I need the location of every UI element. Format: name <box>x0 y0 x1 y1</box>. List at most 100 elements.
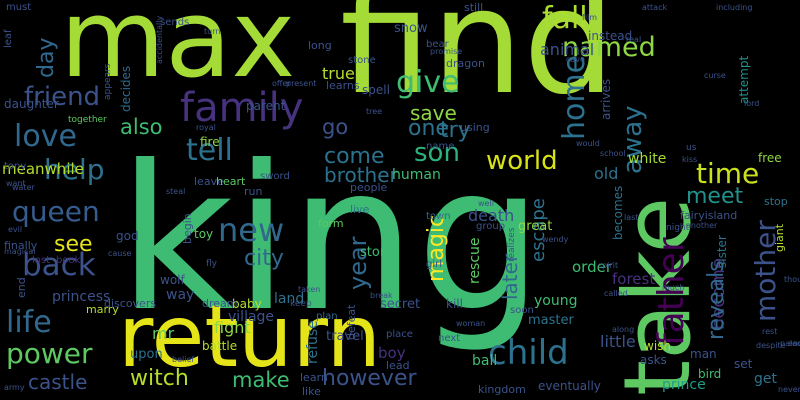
word-true: true <box>322 64 355 83</box>
word-still: still <box>464 1 484 14</box>
word-town: town <box>426 211 451 222</box>
word-white: white <box>628 151 667 167</box>
word-world: world <box>486 146 558 176</box>
word-woman: woman <box>456 319 486 328</box>
word-soon: soon <box>510 305 534 316</box>
word-fight: fight <box>214 318 251 337</box>
word-lost: lost <box>32 255 51 266</box>
word-accidentally: accidentally <box>155 15 164 64</box>
word-tony: tony <box>4 161 27 172</box>
word-max: max <box>60 0 296 102</box>
word-stop: stop <box>764 195 788 208</box>
word-school: school <box>600 149 626 158</box>
word-discovers: discovers <box>104 297 157 310</box>
word-place: place <box>386 329 413 340</box>
word-leave: leave <box>194 175 224 188</box>
word-cause: cause <box>108 249 132 258</box>
word-child: child <box>488 333 569 373</box>
word-defeat: defeat <box>345 304 358 340</box>
word-bird: bird <box>698 367 722 381</box>
word-next: next <box>438 333 461 344</box>
word-kingdom: kingdom <box>478 383 526 396</box>
word-book: book <box>56 255 81 266</box>
word-city: city <box>244 246 284 271</box>
word-wolf: wolf <box>160 273 185 287</box>
word-wendy: wendy <box>542 235 569 244</box>
word-sister: sister <box>715 235 729 268</box>
word-spell: spell <box>362 83 390 97</box>
word-sword: sword <box>260 171 290 182</box>
word-kiss: kiss <box>682 155 698 164</box>
word-keep: keep <box>290 299 312 309</box>
word-bear: bear <box>426 39 449 50</box>
word-learn: learn <box>300 371 328 384</box>
word-great: great <box>518 219 553 234</box>
word-brother: brother <box>324 163 398 187</box>
word-fire: fire <box>200 135 220 149</box>
word-princess: princess <box>52 289 111 305</box>
word-palace: palace <box>780 339 800 348</box>
word-live: live <box>350 203 370 216</box>
word-find: find <box>340 0 616 127</box>
word-sends: sends <box>160 17 190 28</box>
word-see: see <box>54 232 93 257</box>
word-promise: promise <box>430 47 463 56</box>
word-leaf: leaf <box>3 29 14 48</box>
word-battle: battle <box>202 339 238 353</box>
word-free: free <box>758 151 782 165</box>
word-last: last <box>624 213 639 222</box>
word-tree: tree <box>366 107 383 116</box>
word-becomes: becomes <box>611 185 625 240</box>
word-despite: despite <box>756 341 786 350</box>
word-queen: queen <box>12 195 100 228</box>
word-cave: cave <box>566 55 585 64</box>
word-young: young <box>534 293 578 309</box>
word-get: get <box>754 371 777 387</box>
word-fairyisland: fairyisland <box>680 209 738 222</box>
word-save: save <box>410 101 457 125</box>
word-spirit: spirit <box>598 261 619 270</box>
word-set: set <box>734 357 753 371</box>
word-film: film <box>582 13 598 22</box>
word-attempt: attempt <box>737 55 751 104</box>
word-never: never <box>778 385 800 394</box>
word-mr: mr <box>152 324 175 343</box>
word-day: day <box>34 37 59 78</box>
word-army: army <box>4 383 25 392</box>
word-plan: plan <box>316 311 338 322</box>
word-new: new <box>218 211 285 249</box>
word-refuse: refuse <box>305 320 321 364</box>
word-go: go <box>322 115 349 139</box>
word-snow: snow <box>394 21 428 36</box>
word-arrives: arrives <box>599 78 613 120</box>
word-boy: boy <box>378 344 406 362</box>
word-curse: curse <box>704 71 726 80</box>
word-night: night <box>666 223 690 233</box>
word-little: little <box>600 332 636 351</box>
word-royal: royal <box>196 123 216 132</box>
word-giant: giant <box>773 223 786 252</box>
word-attack: attack <box>642 3 668 12</box>
word-king: king <box>118 123 544 356</box>
word-break: break <box>370 291 393 300</box>
word-encounter: encounter <box>788 339 800 348</box>
word-though: though <box>784 275 800 284</box>
word-help: help <box>44 153 105 186</box>
word-long: long <box>308 39 332 52</box>
word-daughter: daughter <box>4 97 59 111</box>
word-meanwhile: meanwhile <box>2 160 84 178</box>
word-dragon: dragon <box>446 57 485 70</box>
word-story: story <box>360 245 393 260</box>
word-wish: wish <box>644 339 672 353</box>
word-power: power <box>6 337 93 370</box>
word-form: form <box>318 217 344 230</box>
word-witch: witch <box>130 366 189 391</box>
word-fly: fly <box>206 259 217 269</box>
word-toy: toy <box>194 227 214 241</box>
word-castle: castle <box>28 370 88 394</box>
word-marry: marry <box>86 303 119 316</box>
word-run: run <box>244 185 263 198</box>
word-realizes: realizes <box>507 227 517 262</box>
word-dream: dream <box>202 297 238 310</box>
word-however: however <box>322 366 417 391</box>
